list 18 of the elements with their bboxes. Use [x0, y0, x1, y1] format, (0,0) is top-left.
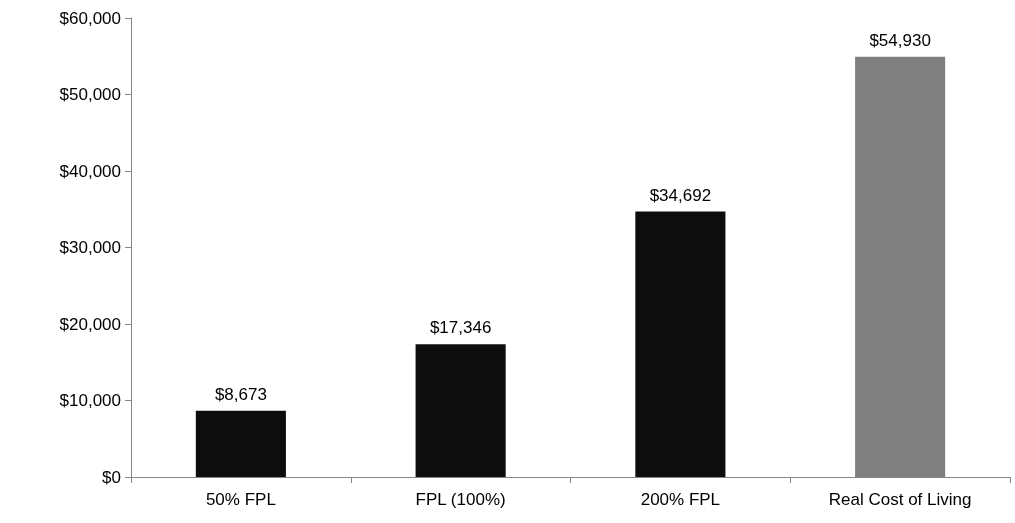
y-tick-label: $0 [102, 467, 121, 487]
data-label: $34,692 [649, 185, 712, 205]
bar [635, 211, 726, 477]
y-tick-label: $50,000 [59, 85, 121, 104]
y-tick-label: $20,000 [59, 314, 121, 334]
y-tick-label: $30,000 [59, 238, 121, 257]
y-tick-label: $40,000 [59, 161, 121, 181]
x-tick-label: 50% FPL [205, 490, 276, 509]
bar [195, 410, 286, 477]
data-label: $54,930 [869, 30, 931, 50]
bar [415, 344, 506, 477]
y-tick-label: $60,000 [59, 8, 121, 28]
data-label: $17,346 [429, 318, 492, 338]
x-tick-label: Real Cost of Living [828, 490, 972, 509]
x-tick-label: 200% FPL [640, 490, 721, 509]
x-tick-label: FPL (100%) [415, 490, 506, 509]
data-label: $8,673 [214, 384, 267, 404]
y-tick-label: $10,000 [59, 391, 121, 410]
